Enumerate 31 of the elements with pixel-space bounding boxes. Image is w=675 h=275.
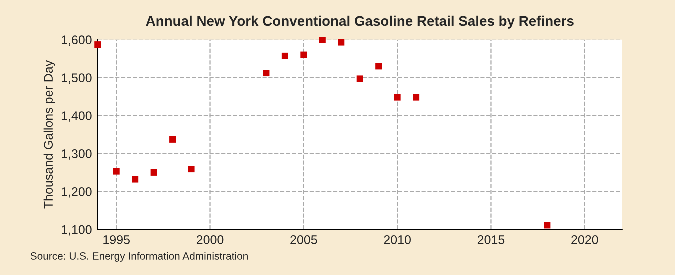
x-tick-label: 2005 bbox=[290, 236, 318, 244]
x-tick-label: 2015 bbox=[478, 236, 505, 244]
point bbox=[319, 36, 326, 44]
point bbox=[113, 168, 120, 175]
source-note: Source: U.S. Energy Information Administration bbox=[30, 252, 248, 262]
x-tick-label: 1995 bbox=[104, 236, 130, 244]
point bbox=[94, 42, 102, 48]
point bbox=[150, 169, 158, 176]
y-tick-label: 1,100 bbox=[62, 225, 92, 236]
point bbox=[300, 52, 308, 58]
y-tick-label: 1,400 bbox=[62, 112, 92, 122]
x-tick-label: 2020 bbox=[572, 236, 598, 244]
point bbox=[413, 94, 420, 101]
y-tick-label: 1,200 bbox=[62, 187, 92, 198]
point bbox=[376, 63, 382, 70]
point bbox=[132, 176, 139, 183]
point bbox=[394, 94, 401, 101]
point bbox=[282, 52, 288, 60]
y-axis-title: Thousand Gallons per Day bbox=[44, 60, 56, 209]
point bbox=[338, 39, 345, 46]
x-tick-label: 2010 bbox=[384, 236, 411, 244]
x-tick-label: 2000 bbox=[196, 236, 224, 244]
chart-title: Annual New York Conventional Gasoline Retail Sales by Refiners bbox=[146, 16, 574, 29]
y-tick-label: 1,600 bbox=[62, 36, 92, 46]
point bbox=[188, 166, 195, 173]
point bbox=[263, 70, 270, 77]
point bbox=[544, 222, 551, 229]
point bbox=[356, 76, 364, 82]
y-tick-label: 1,500 bbox=[62, 74, 92, 84]
y-tick-label: 1,300 bbox=[62, 150, 92, 160]
point bbox=[170, 136, 176, 143]
